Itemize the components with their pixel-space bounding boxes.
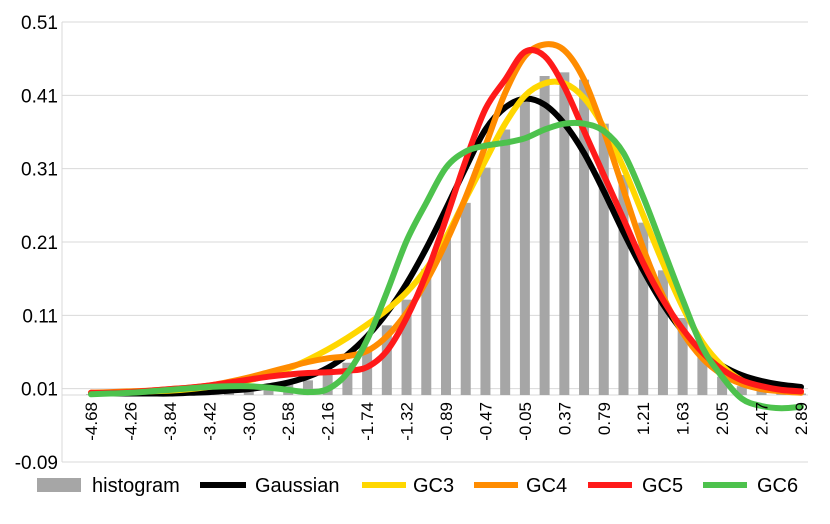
legend-swatch-histogram [37, 478, 81, 492]
histogram-bar [362, 346, 373, 395]
x-tick-label: -1.74 [358, 402, 377, 441]
legend-swatch-gc3 [362, 482, 406, 488]
histogram-bar [441, 237, 451, 395]
histogram-bar [322, 373, 333, 395]
histogram-bar [736, 386, 747, 395]
x-axis-tick-labels: -4.68 -4.26 -3.84 -3.42 -3.00 -2.58 -2.16 -1.74… [82, 402, 811, 441]
histogram-bar [756, 390, 767, 395]
legend-label-gc6: GC6 [757, 475, 798, 497]
legend-swatch-gc4 [474, 482, 518, 488]
x-tick-label: -0.05 [516, 402, 535, 441]
x-tick-label: 1.63 [674, 402, 693, 435]
legend-label-gc3: GC3 [413, 475, 454, 497]
x-tick-label: -4.26 [121, 402, 140, 441]
histogram-bar [539, 76, 550, 395]
histogram-bar [638, 222, 649, 395]
y-tick-label: 0.01 [21, 380, 58, 401]
x-tick-label: 0.79 [595, 402, 614, 435]
legend: histogram Gaussian GC3 GC4 GC5 GC6 [37, 475, 798, 497]
x-tick-label: -1.32 [398, 402, 417, 441]
x-tick-label: 1.21 [634, 402, 653, 435]
x-tick-label: 2.89 [792, 402, 811, 435]
x-tick-label: 2.05 [713, 402, 732, 435]
histogram-bar [263, 386, 274, 395]
histogram-bar [460, 202, 471, 395]
y-tick-label: 0.11 [22, 306, 58, 327]
y-axis-tick-labels: -0.09 0.01 0.11 0.21 0.31 0.41 0.51 [15, 13, 58, 474]
x-tick-label: -3.00 [240, 402, 259, 441]
histogram-bar [657, 270, 668, 395]
histogram-bar [500, 129, 511, 396]
y-tick-label: 0.41 [21, 86, 58, 107]
series-lines [88, 41, 804, 412]
legend-label-gc5: GC5 [642, 475, 683, 497]
x-tick-label: -4.68 [82, 402, 101, 441]
x-tick-label: -0.47 [476, 402, 495, 441]
histogram-bar [401, 299, 412, 395]
histogram-bar [342, 362, 353, 395]
legend-label-gaussian: Gaussian [255, 475, 340, 497]
histogram-bar [598, 123, 609, 396]
histogram-bar [421, 268, 432, 395]
series-line-gc6 [88, 119, 804, 412]
legend-swatch-gaussian [200, 482, 246, 488]
histogram-bar [519, 101, 530, 396]
x-tick-label: -3.42 [200, 402, 219, 441]
y-tick-label: 0.51 [21, 13, 58, 34]
histogram-bar [302, 380, 313, 395]
histogram-bar [618, 175, 629, 395]
histogram-bar [579, 79, 590, 396]
x-tick-label: -0.89 [437, 402, 456, 441]
histogram-bar [697, 354, 708, 395]
y-tick-label: 0.31 [21, 160, 58, 181]
y-tick-label: -0.09 [15, 453, 58, 474]
y-tick-label: 0.21 [21, 233, 58, 254]
x-tick-label: -3.84 [161, 402, 180, 441]
legend-label-gc4: GC4 [526, 475, 567, 497]
legend-swatch-gc6 [703, 482, 747, 488]
histogram-bar [677, 318, 688, 395]
histogram-bar [480, 167, 491, 395]
x-tick-label: -2.58 [279, 402, 298, 441]
legend-swatch-gc5 [588, 482, 632, 488]
x-tick-label: 0.37 [555, 402, 574, 435]
histogram-bar [559, 72, 570, 395]
x-tick-label: -2.16 [319, 402, 338, 441]
histogram-bar [381, 325, 392, 395]
histogram-bar [717, 376, 728, 395]
legend-label-histogram: histogram [92, 475, 180, 497]
x-tick-label: 2.47 [753, 402, 772, 435]
